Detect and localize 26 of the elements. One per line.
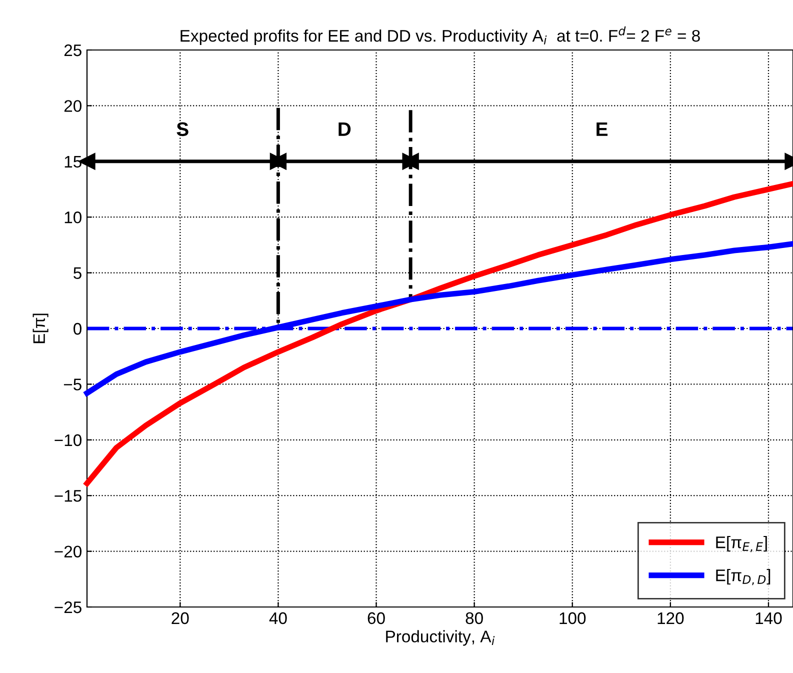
x-tick-label: 120 — [658, 612, 684, 624]
y-tick-label: 5 — [74, 267, 82, 280]
x-tick-label: 60 — [368, 612, 385, 624]
legend-label: E[π$_{D,D}$] — [716, 569, 770, 586]
x-tick-label: 40 — [269, 612, 287, 624]
y-tick-label: −5 — [64, 378, 82, 390]
y-tick-label: 20 — [64, 100, 82, 112]
y-tick-label: −25 — [54, 601, 82, 614]
y-tick-label: −15 — [54, 490, 82, 502]
annotation: D — [338, 122, 351, 136]
x-tick-label: 140 — [756, 612, 782, 624]
annotation: E — [596, 122, 608, 136]
y-tick-label: 15 — [64, 156, 82, 168]
y-tick-label: 0 — [74, 322, 82, 335]
y-axis-title: E[π] — [32, 314, 48, 344]
chart-title: Expected profits for EE and DD vs. Productivity A$_{i}$ at t=0. F$^{d}$= 2 F$^{e}$ = 8 — [180, 26, 700, 46]
y-tick-label: 10 — [64, 212, 82, 224]
annotation: S — [176, 122, 188, 136]
x-tick-label: 100 — [560, 612, 586, 624]
legend-label: E[π$_{E,E}$] — [716, 536, 767, 552]
y-tick-label: 25 — [64, 44, 82, 56]
x-tick-label: 80 — [466, 612, 483, 624]
y-tick-label: −20 — [54, 546, 82, 558]
x-tick-label: 20 — [172, 612, 189, 624]
y-tick-label: −10 — [54, 434, 82, 446]
x-axis-title: Productivity, A$_{i}$ — [386, 630, 495, 646]
